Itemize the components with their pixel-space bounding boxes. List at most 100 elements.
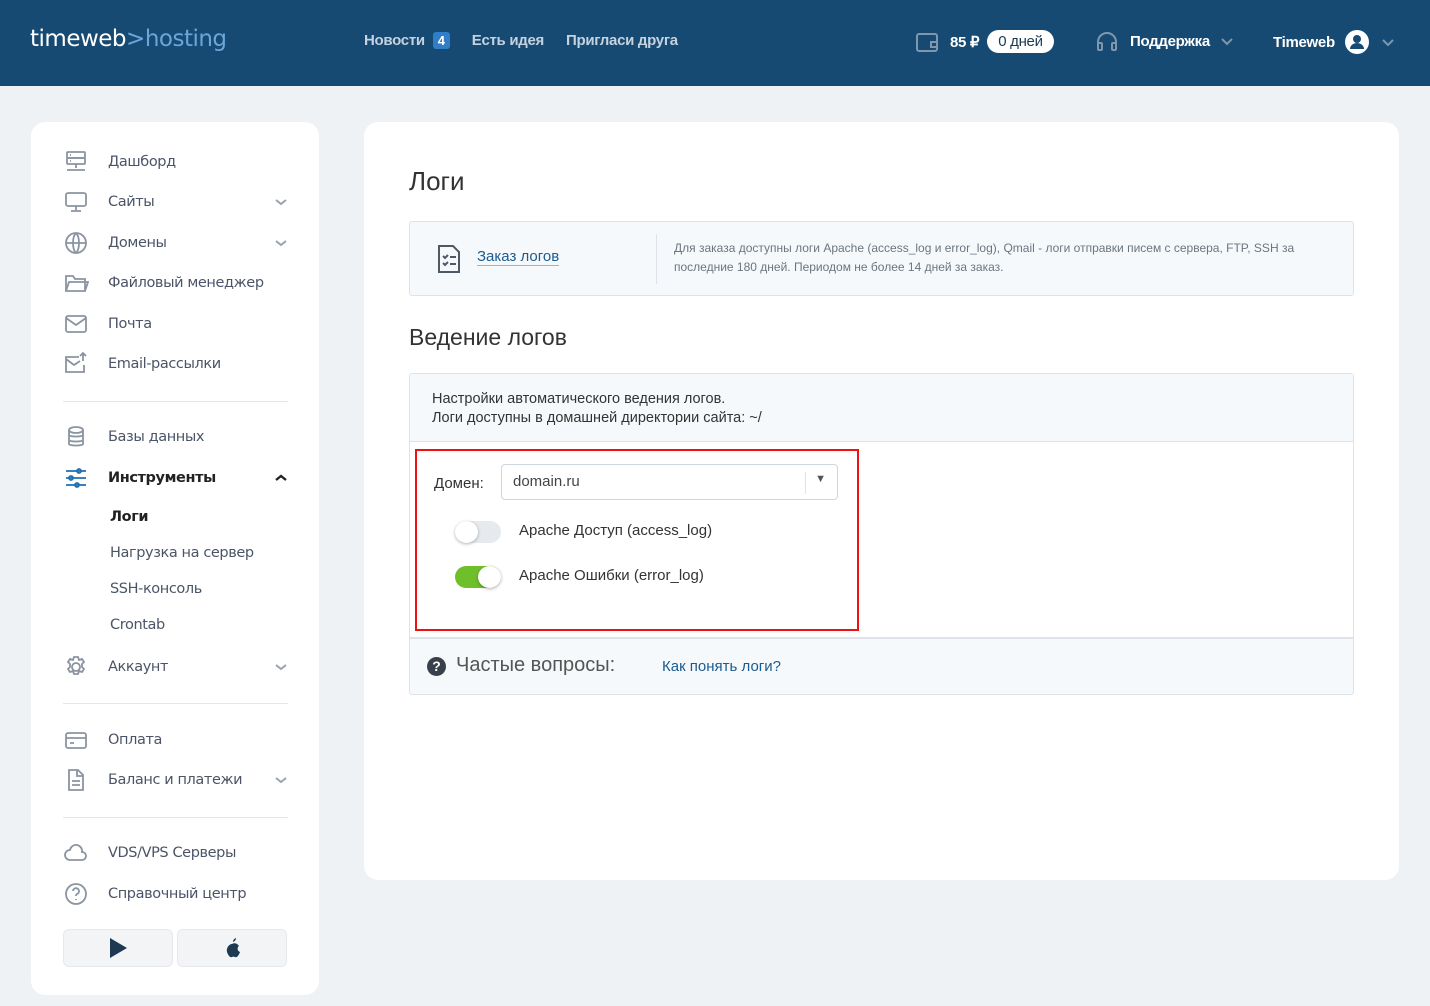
mail-send-icon <box>65 351 87 373</box>
chevron-up-icon[interactable] <box>273 470 289 486</box>
sidebar-item-globe[interactable]: Домены <box>63 230 289 256</box>
user-menu[interactable]: Timeweb <box>1273 30 1395 54</box>
divider <box>63 401 288 402</box>
section-title: Ведение логов <box>409 324 567 350</box>
monitor-icon <box>65 192 87 212</box>
wallet-icon <box>916 32 938 52</box>
help-icon <box>65 883 87 905</box>
headset-icon <box>1097 32 1117 51</box>
sidebar-item-label: Дашборд <box>108 154 176 170</box>
database-icon <box>68 426 84 447</box>
sidebar: Дашборд Сайты Домены Файловый менеджер Почта… <box>31 122 319 995</box>
sidebar-item-database[interactable]: Базы данных <box>63 424 289 450</box>
sidebar-item-document[interactable]: Баланс и платежи <box>63 767 289 793</box>
sidebar-item-label: Инструменты <box>108 470 216 486</box>
folder-icon <box>65 275 89 292</box>
page-title: Логи <box>409 166 465 196</box>
info-line: Настройки автоматического ведения логов. <box>432 391 726 407</box>
sidebar-item-label: Домены <box>108 235 167 251</box>
globe-icon <box>65 232 87 254</box>
sidebar-item-mail-send[interactable]: Email-рассылки <box>63 351 289 377</box>
balance[interactable]: 85 ₽ 0 дней <box>915 30 1054 53</box>
domain-select[interactable]: domain.ru ▼ <box>501 464 838 500</box>
document-icon <box>68 769 84 791</box>
order-logs-link[interactable]: Заказ логов <box>477 248 560 266</box>
nav-idea[interactable]: Есть идея <box>471 32 545 49</box>
dropdown-arrow-icon: ▼ <box>815 473 826 485</box>
sidebar-item-label: Файловый менеджер <box>108 275 264 291</box>
sidebar-item-cloud[interactable]: VDS/VPS Серверы <box>63 840 289 866</box>
chevron-down-icon <box>1382 39 1394 47</box>
nav-news[interactable]: Новости 4 <box>364 32 450 49</box>
sidebar-item-label: VDS/VPS Серверы <box>108 845 237 861</box>
sidebar-item-card[interactable]: Оплата <box>63 727 289 753</box>
mail-icon <box>65 315 87 333</box>
toggle-access-log-label: Apache Доступ (access_log) <box>519 522 713 539</box>
user-name: Timeweb <box>1273 33 1335 51</box>
sidebar-item-gear[interactable]: Аккаунт <box>63 654 289 680</box>
nav-news-label: Новости <box>364 32 425 49</box>
toggle-error-log-label: Apache Ошибки (error_log) <box>519 567 704 584</box>
sliders-icon <box>66 468 86 488</box>
cloud-icon <box>64 844 87 861</box>
toggle-error-log[interactable] <box>455 566 501 588</box>
sidebar-item-sliders[interactable]: Инструменты <box>63 465 289 491</box>
sidebar-item-mail[interactable]: Почта <box>63 311 289 337</box>
chevron-down-icon[interactable] <box>273 772 289 788</box>
sidebar-item-label: Сайты <box>108 194 155 210</box>
gear-icon <box>66 656 86 675</box>
sidebar-item-label: Баланс и платежи <box>108 772 243 788</box>
order-logs-panel: Заказ логов Для заказа доступны логи Apa… <box>409 221 1354 296</box>
sidebar-item-monitor[interactable]: Сайты <box>63 189 289 215</box>
highlight-box: Домен: domain.ru ▼ Apache Доступ (access_… <box>415 449 859 631</box>
chevron-down-icon[interactable] <box>273 235 289 251</box>
sidebar-sub-crontab[interactable]: Crontab <box>110 617 165 633</box>
main-content: Логи Заказ логов Для заказа доступны лог… <box>364 122 1399 880</box>
sidebar-item-label: Базы данных <box>108 429 205 445</box>
divider <box>63 703 288 704</box>
faq-link[interactable]: Как понять логи? <box>662 658 781 675</box>
top-header: timeweb>hosting Новости 4 Есть идея Пригл… <box>0 0 1430 86</box>
nav-invite[interactable]: Пригласи друга <box>565 32 678 49</box>
news-badge: 4 <box>432 32 450 49</box>
toggle-access-log[interactable] <box>455 521 501 543</box>
sidebar-sub-ssh[interactable]: SSH-консоль <box>110 581 202 597</box>
domain-label: Домен: <box>434 475 484 492</box>
days-badge: 0 дней <box>987 30 1054 53</box>
balance-amount: 85 ₽ <box>950 33 980 51</box>
faq-title: Частые вопросы: <box>456 654 616 676</box>
order-description: Для заказа доступны логи Apache (access_… <box>674 241 1295 274</box>
logo-text: timeweb <box>30 26 127 52</box>
sidebar-item-label: Справочный центр <box>108 886 247 902</box>
info-line: Логи доступны в домашней директории сайт… <box>432 410 762 426</box>
server-icon <box>66 151 86 171</box>
sidebar-item-folder[interactable]: Файловый менеджер <box>63 270 289 296</box>
sidebar-sub-logs[interactable]: Логи <box>110 509 149 525</box>
checklist-icon <box>438 245 460 273</box>
sidebar-item-server[interactable]: Дашборд <box>63 149 289 175</box>
support-menu[interactable]: Поддержка <box>1095 30 1234 52</box>
avatar-icon <box>1344 30 1369 54</box>
logo[interactable]: timeweb>hosting <box>30 26 227 52</box>
logo-sep: > <box>126 26 145 52</box>
sidebar-item-label: Оплата <box>108 732 162 748</box>
apple-icon <box>226 938 240 958</box>
sidebar-item-help[interactable]: Справочный центр <box>63 881 289 907</box>
question-icon: ? <box>427 657 446 676</box>
google-play-button[interactable] <box>63 929 173 967</box>
sidebar-sub-load[interactable]: Нагрузка на сервер <box>110 545 254 561</box>
sidebar-item-label: Email-рассылки <box>108 356 221 372</box>
chevron-down-icon[interactable] <box>273 659 289 675</box>
divider <box>656 234 657 284</box>
card-icon <box>65 732 87 749</box>
support-label: Поддержка <box>1130 32 1210 50</box>
divider <box>63 817 288 818</box>
chevron-down-icon <box>1221 38 1233 46</box>
app-store-button[interactable] <box>177 929 287 967</box>
sidebar-item-label: Почта <box>108 316 152 332</box>
logo-product: hosting <box>144 26 227 52</box>
domain-value: domain.ru <box>513 473 580 490</box>
logging-info: Настройки автоматического ведения логов.… <box>410 374 1353 442</box>
play-icon <box>110 938 127 958</box>
chevron-down-icon[interactable] <box>273 194 289 210</box>
